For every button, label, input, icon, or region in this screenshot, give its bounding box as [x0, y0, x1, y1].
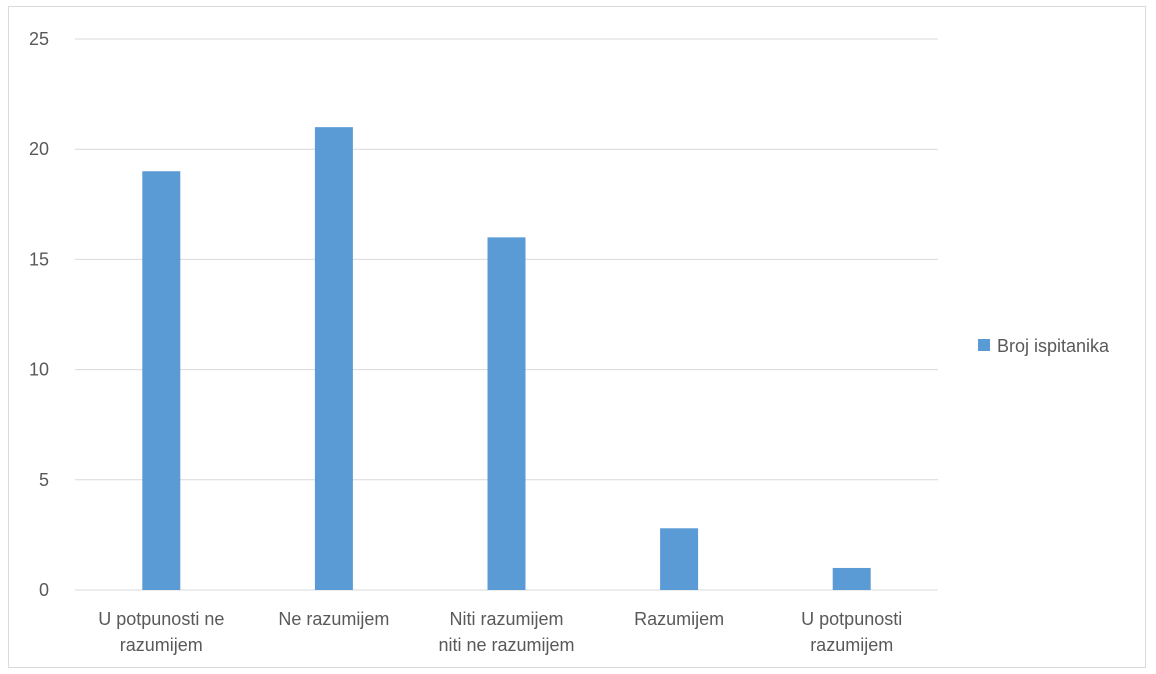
y-tick-label-0: 0: [39, 580, 49, 600]
bar-4: [832, 567, 871, 590]
bar-3: [660, 528, 699, 590]
x-tick-label-0: U potpunosti ne razumijem: [98, 609, 224, 655]
chart-frame: 0 5 10 15 20 25 U potpunosti ne razumijem Ne ra…: [8, 6, 1146, 668]
x-tick-label-4: U potpunosti razumijem: [801, 609, 902, 655]
x-tick-label-2: Niti razumijem niti ne razumijem: [438, 609, 574, 655]
y-tick-label-20: 20: [29, 139, 49, 159]
legend-swatch: [978, 339, 990, 351]
x-tick-label-1: Ne razumijem: [278, 609, 389, 629]
y-tick-label-5: 5: [39, 470, 49, 490]
y-tick-label-25: 25: [29, 29, 49, 49]
x-tick-label-3: Razumijem: [634, 609, 724, 629]
legend: Broj ispitanika: [978, 336, 1110, 356]
bar-2: [487, 237, 526, 591]
bar-chart: 0 5 10 15 20 25 U potpunosti ne razumijem Ne ra…: [29, 29, 1110, 655]
bars: [142, 127, 871, 591]
y-tick-label-10: 10: [29, 360, 49, 380]
bar-1: [314, 127, 353, 590]
x-axis-ticks: U potpunosti ne razumijem Ne razumijem Niti…: [98, 609, 902, 655]
y-tick-label-15: 15: [29, 249, 49, 269]
bar-0: [142, 171, 181, 591]
y-axis-ticks: 0 5 10 15 20 25: [29, 29, 49, 600]
legend-label: Broj ispitanika: [997, 336, 1110, 356]
